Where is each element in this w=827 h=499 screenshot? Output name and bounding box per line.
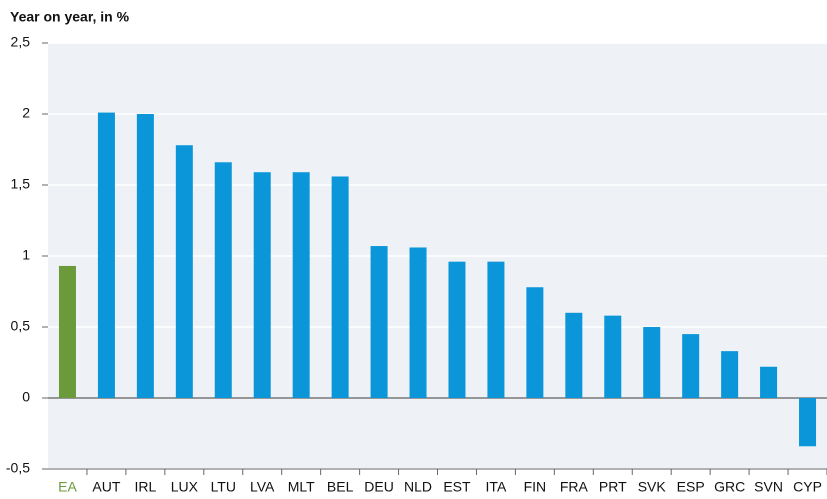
bar [799,398,817,447]
x-tick-label: FIN [524,479,547,495]
x-tick-label: DEU [364,479,394,495]
x-tick-label: ESP [677,479,705,495]
bar [136,114,154,398]
x-tick-label: LTU [211,479,236,495]
bar [97,112,115,398]
bar [682,334,700,398]
x-tick-label: ITA [486,479,507,495]
x-tick-label: AUT [92,479,120,495]
x-tick-label: SVK [638,479,667,495]
bar [292,172,310,398]
x-tick-label: EA [58,479,77,495]
bar [370,246,388,398]
x-tick-label: LUX [171,479,199,495]
x-tick-label: CYP [793,479,822,495]
x-tick-label: LVA [250,479,275,495]
y-tick-label: 0 [22,389,30,405]
bar [331,176,349,398]
x-tick-label: PRT [599,479,627,495]
x-tick-label: MLT [288,479,315,495]
x-tick-label: NLD [404,479,432,495]
y-tick-label: 1 [22,247,30,263]
y-tick-label: 0,5 [11,318,31,334]
y-tick-label: 2,5 [11,34,31,50]
chart-title: Year on year, in % [10,9,130,25]
x-tick-label: BEL [327,479,354,495]
bar [565,312,583,398]
bar [58,265,76,398]
bar [448,261,466,398]
y-tick-label: -0,5 [6,460,30,476]
x-tick-label: FRA [560,479,589,495]
bar [214,162,232,398]
bar [643,327,661,398]
bar [526,287,544,398]
x-tick-label: SVN [754,479,783,495]
bar [760,366,778,398]
x-tick-label: GRC [714,479,745,495]
x-tick-label: IRL [134,479,156,495]
bar [175,145,193,398]
x-tick-label: EST [443,479,471,495]
y-tick-label: 2 [22,105,30,121]
bar [604,315,622,398]
bar [409,247,427,398]
bar [487,261,505,398]
bar [253,172,271,398]
y-tick-label: 1,5 [11,176,31,192]
bar [721,351,739,398]
